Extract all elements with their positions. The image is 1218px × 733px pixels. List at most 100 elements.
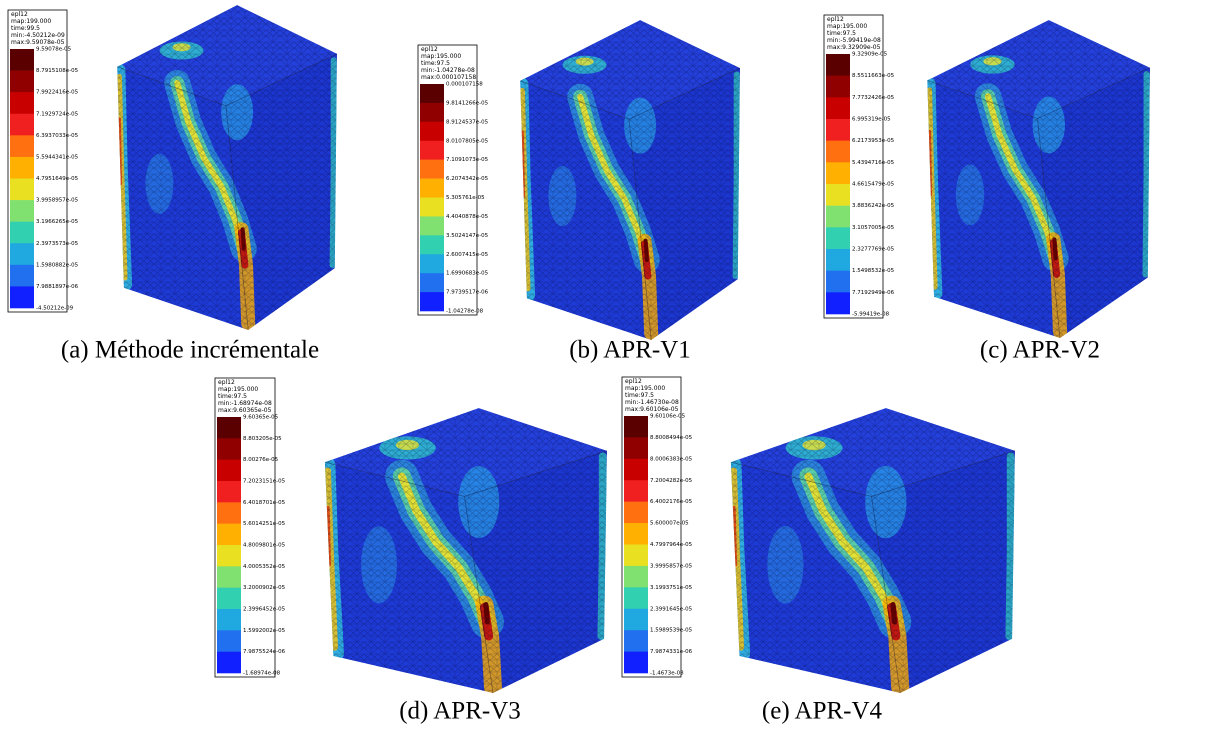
cube-edge <box>628 119 652 340</box>
legend-header: epl12 <box>827 16 844 23</box>
legend-label: 2.3996452e-05 <box>243 607 286 613</box>
legend-label: 9.59078e-05 <box>36 47 72 53</box>
color-band <box>217 459 241 482</box>
color-band <box>217 566 241 588</box>
legend-label: 0.000107158 <box>446 82 483 88</box>
legend-label: 9.32909e-05 <box>852 52 888 58</box>
legend-label: 5.6014251e-05 <box>243 521 286 527</box>
legend-label: 3.5024147e-05 <box>446 233 489 239</box>
legend-label: 6.4002176e-05 <box>650 499 693 505</box>
legend-label: 3.9995857e-05 <box>650 563 693 569</box>
color-band <box>420 159 444 179</box>
color-band <box>217 438 241 460</box>
legend: epl12map:195.000time:97.5min:-1.04278e-0… <box>417 44 489 316</box>
cube <box>927 20 1150 338</box>
color-band <box>624 630 648 652</box>
legend-label: 4.6615479e-05 <box>852 182 895 188</box>
cube <box>730 408 1015 693</box>
legend-header: map:195.000 <box>218 386 258 393</box>
color-band <box>10 49 34 71</box>
caption: (a) Méthode incrémentale <box>61 337 319 364</box>
legend-label: 6.2074342e-05 <box>446 176 489 182</box>
color-band <box>217 630 241 652</box>
legend-label: 5.600007e-05 <box>650 521 689 527</box>
legend-label: 9.60106e-05 <box>650 414 686 420</box>
legend-label: 7.1929724e-05 <box>36 111 79 117</box>
cube-edge <box>225 105 249 330</box>
color-band <box>10 70 34 93</box>
legend-header: min:-1.46730e-08 <box>625 399 679 406</box>
caption: (d) APR-V3 <box>399 698 521 725</box>
color-band <box>217 587 241 610</box>
color-band <box>217 523 241 546</box>
legend-header: epl12 <box>218 379 235 386</box>
cube-edge <box>520 67 740 120</box>
color-band <box>217 545 241 567</box>
color-band <box>10 286 34 309</box>
color-band <box>826 97 850 120</box>
color-band <box>624 501 648 524</box>
legend-header: map:195.000 <box>827 23 867 30</box>
legend-label: 8.0107805e-05 <box>446 138 489 144</box>
legend-header: max:9.32909e-05 <box>827 44 881 51</box>
color-band <box>217 417 241 439</box>
legend-header: map:195.000 <box>421 53 461 60</box>
legend-label: 1.5980882e-05 <box>36 262 79 268</box>
color-band <box>826 292 850 315</box>
legend-label: -1.04278e-08 <box>446 309 484 315</box>
legend-header: min:-1.68974e-08 <box>218 400 272 407</box>
cube-edge <box>464 496 494 693</box>
legend-label: -1.68974e-08 <box>243 671 281 677</box>
legend-label: 7.2023151e-05 <box>243 479 286 485</box>
color-band <box>624 480 648 502</box>
mesh <box>117 5 337 330</box>
color-band <box>420 178 444 198</box>
legend-label: -4.50212e-09 <box>36 306 74 312</box>
color-band <box>624 437 648 460</box>
legend-label: 6.4018701e-05 <box>243 500 286 506</box>
color-band <box>624 523 648 545</box>
cube <box>324 408 607 693</box>
legend-label: 3.9958957e-05 <box>36 198 79 204</box>
cube-edge <box>927 67 1150 120</box>
panel: epl12map:195.000time:97.5min:-1.68974e-0… <box>214 377 607 725</box>
color-band <box>624 587 648 610</box>
panel: epl12map:195.000time:97.5min:-1.04278e-0… <box>417 20 740 364</box>
mesh <box>927 20 1150 338</box>
legend-label: 8.803205e-05 <box>243 436 282 442</box>
legend-label: 2.3991645e-05 <box>650 606 693 612</box>
mesh <box>324 408 607 693</box>
caption: (b) APR-V1 <box>569 337 691 364</box>
legend-label: 9.60365e-05 <box>243 415 279 421</box>
legend-header: time:97.5 <box>421 60 450 67</box>
color-band <box>624 416 648 438</box>
cube-edge <box>871 496 901 693</box>
legend-header: time:99.5 <box>11 25 40 32</box>
color-band <box>624 608 648 631</box>
legend-header: min:-1.04278e-08 <box>421 67 475 74</box>
legend-label: 6.3937033e-05 <box>36 133 79 139</box>
legend-label: 5.4394716e-05 <box>852 160 895 166</box>
legend-header: max:9.59078e-05 <box>11 39 65 46</box>
legend-header: map:199.000 <box>11 18 51 25</box>
color-band <box>10 113 34 136</box>
caption: (e) APR-V4 <box>762 698 883 725</box>
cube-edge <box>117 53 337 107</box>
color-band <box>10 264 34 287</box>
cube <box>520 20 740 340</box>
legend: epl12map:195.000time:97.5min:-5.99419e-0… <box>823 14 895 319</box>
legend-label: 4.7951649e-05 <box>36 176 79 182</box>
color-band <box>217 651 241 674</box>
color-band <box>420 102 444 123</box>
legend-label: 7.9875524e-06 <box>243 649 286 655</box>
color-band <box>624 544 648 567</box>
cube-edge <box>1037 118 1061 338</box>
legend-label: 3.8836242e-05 <box>852 203 895 209</box>
color-band <box>826 205 850 228</box>
legend-label: 4.4040878e-05 <box>446 214 489 220</box>
color-band <box>624 651 648 674</box>
legend-label: 8.00276e-05 <box>243 457 279 463</box>
